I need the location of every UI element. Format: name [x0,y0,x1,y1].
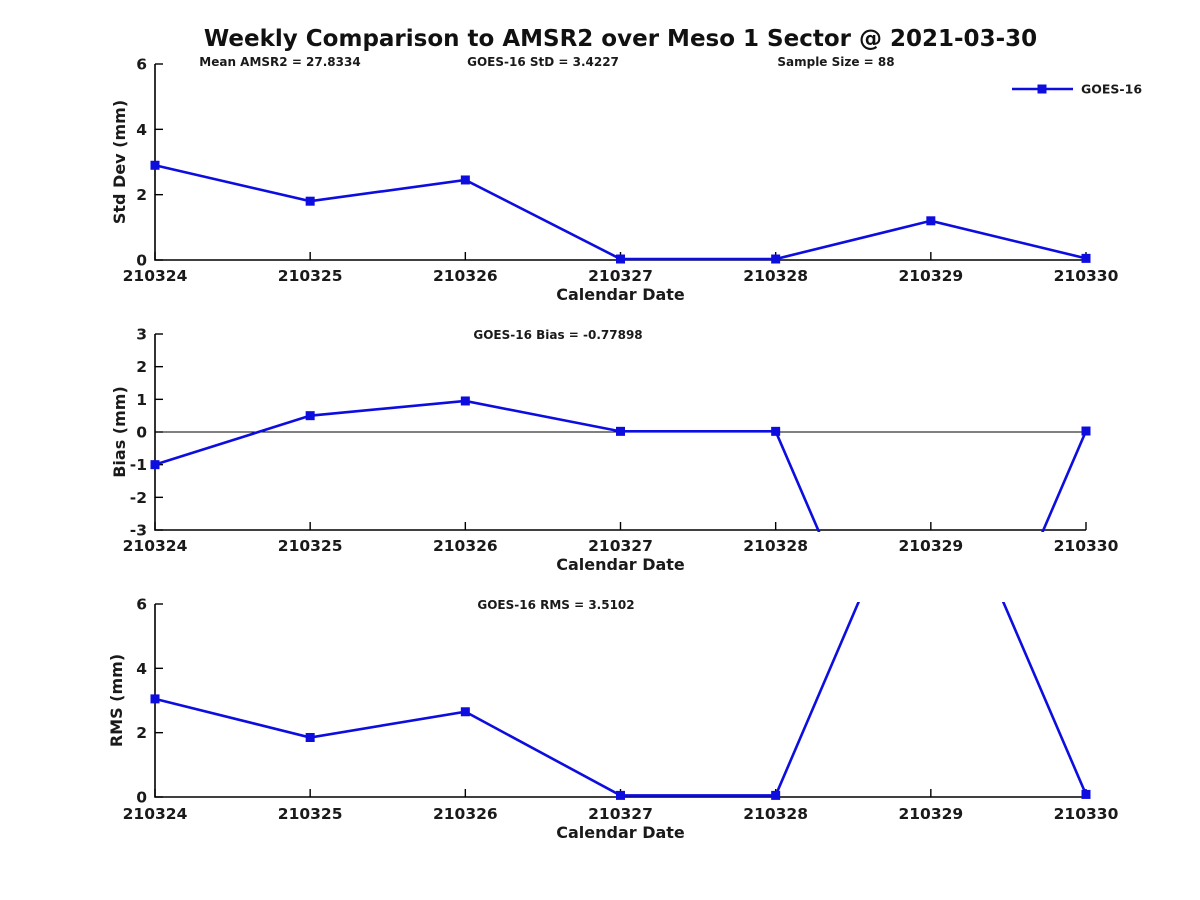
x-tick-label: 210327 [588,267,653,285]
x-axis-label: Calendar Date [556,823,685,842]
x-tick-label: 210324 [123,267,188,285]
x-tick-label: 210324 [123,805,188,823]
x-tick-label: 210329 [898,537,963,555]
data-point-marker [616,254,625,264]
data-point-marker [771,790,781,800]
axes-spines [154,604,1086,798]
x-tick-label: 210330 [1054,805,1119,823]
data-point-marker [616,790,625,800]
data-point-marker [771,426,781,436]
y-tick-label: 0 [136,252,147,270]
data-point-marker [926,216,936,226]
y-axis-label: RMS (mm) [107,654,126,747]
data-point-marker [771,254,781,264]
x-tick-label: 210326 [433,537,498,555]
y-tick-label: 0 [136,789,147,807]
x-tick-label: 210326 [433,267,498,285]
x-tick-label: 210325 [278,267,343,285]
legend: GOES-16 [1012,82,1142,97]
legend-marker [1037,84,1047,94]
legend-label: GOES-16 [1081,82,1142,97]
x-tick-label: 210324 [123,537,188,555]
data-point-marker [460,707,470,717]
data-point-marker [305,732,315,742]
y-tick-label: 0 [136,424,147,442]
x-axis-label: Calendar Date [556,285,685,304]
stat-annotation: Sample Size = 88 [777,55,894,69]
y-axis-label: Bias (mm) [110,386,129,478]
y-axis-label: Std Dev (mm) [110,100,129,224]
chart-title: Weekly Comparison to AMSR2 over Meso 1 S… [203,26,1038,52]
y-tick-label: 2 [136,358,147,376]
data-point-marker [1081,426,1091,436]
y-tick-label: 2 [136,724,147,742]
series-line-goes-16 [154,602,1087,797]
x-tick-label: 210329 [898,805,963,823]
subplot-bias: 210324 210325 210326 210327 210328 210329 2103… [110,326,1119,575]
y-tick-label: 6 [136,596,147,614]
data-point-marker [150,694,160,704]
x-tick-label: 210329 [898,267,963,285]
subplot-rms: 210324 210325 210326 210327 210328 210329 2103… [107,596,1119,843]
x-axis-label: Calendar Date [556,555,685,574]
x-tick-label: 210328 [743,267,808,285]
y-tick-label: 2 [136,186,147,204]
data-point-marker [616,426,625,436]
stat-annotation: Mean AMSR2 = 27.8334 [199,55,360,69]
y-tick-label: 4 [136,121,147,139]
x-tick-label: 210330 [1054,537,1119,555]
stat-annotation: GOES-16 Bias = -0.77898 [473,328,642,342]
x-tick-label: 210325 [278,537,343,555]
stat-annotation: GOES-16 StD = 3.4227 [467,55,619,69]
y-tick-label: -3 [130,522,147,540]
subplot-std-dev: 210324 210325 210326 210327 210328 210329 2103… [110,55,1119,304]
x-tick-label: 210326 [433,805,498,823]
data-point-marker [460,396,470,406]
x-tick-label: 210328 [743,805,808,823]
data-point-marker [150,460,160,470]
y-tick-label: 3 [136,326,147,344]
data-point-marker [460,175,470,185]
x-tick-label: 210327 [588,805,653,823]
stat-annotation: GOES-16 RMS = 3.5102 [477,598,634,612]
y-tick-label: -1 [130,456,147,474]
axes-spines [154,64,1086,261]
data-point-marker [1081,253,1091,263]
x-tick-label: 210328 [743,537,808,555]
x-tick-label: 210330 [1054,267,1119,285]
data-point-marker [305,411,315,421]
data-point-marker [150,160,160,170]
x-tick-label: 210327 [588,537,653,555]
y-tick-label: 6 [136,56,147,74]
data-point-marker [1081,789,1091,799]
y-tick-label: 4 [136,660,147,678]
y-tick-label: 1 [136,391,147,409]
data-point-marker [305,196,315,206]
y-tick-label: -2 [130,489,147,507]
x-tick-label: 210325 [278,805,343,823]
series-line-goes-16 [154,164,1087,261]
